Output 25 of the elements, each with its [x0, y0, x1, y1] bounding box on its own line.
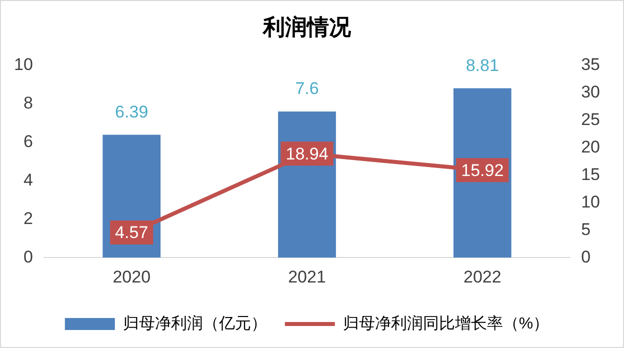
y-tick-label: 6 — [23, 132, 33, 151]
y2-tick-label: 10 — [581, 192, 600, 212]
data-label: 6.39 — [115, 102, 148, 122]
y2-tick-label: 15 — [581, 164, 600, 184]
y-tick-label: 2 — [23, 208, 33, 228]
y2-tick-label: 5 — [581, 220, 591, 239]
y2-tick-label: 25 — [581, 110, 600, 129]
data-label: 18.94 — [286, 144, 328, 164]
legend-label: 归母净利润（亿元） — [122, 314, 267, 332]
x-tick-label: 2021 — [288, 267, 326, 286]
data-label: 7.6 — [295, 79, 319, 98]
y-tick-label: 8 — [23, 94, 33, 113]
y2-tick-label: 0 — [581, 247, 591, 266]
y-tick-label: 4 — [23, 170, 33, 190]
chart-title: 利润情况 — [262, 14, 352, 40]
legend-label: 归母净利润同比增长率（%） — [342, 314, 550, 332]
data-label: 15.92 — [461, 160, 504, 180]
y2-tick-label: 20 — [581, 137, 600, 156]
y2-tick-label: 35 — [581, 55, 600, 74]
y-tick-label: 0 — [23, 247, 33, 266]
x-tick-label: 2020 — [112, 267, 151, 286]
data-label: 8.81 — [466, 56, 499, 75]
x-tick-label: 2022 — [463, 267, 502, 286]
y2-tick-label: 30 — [581, 82, 600, 102]
y-tick-label: 10 — [14, 55, 33, 74]
